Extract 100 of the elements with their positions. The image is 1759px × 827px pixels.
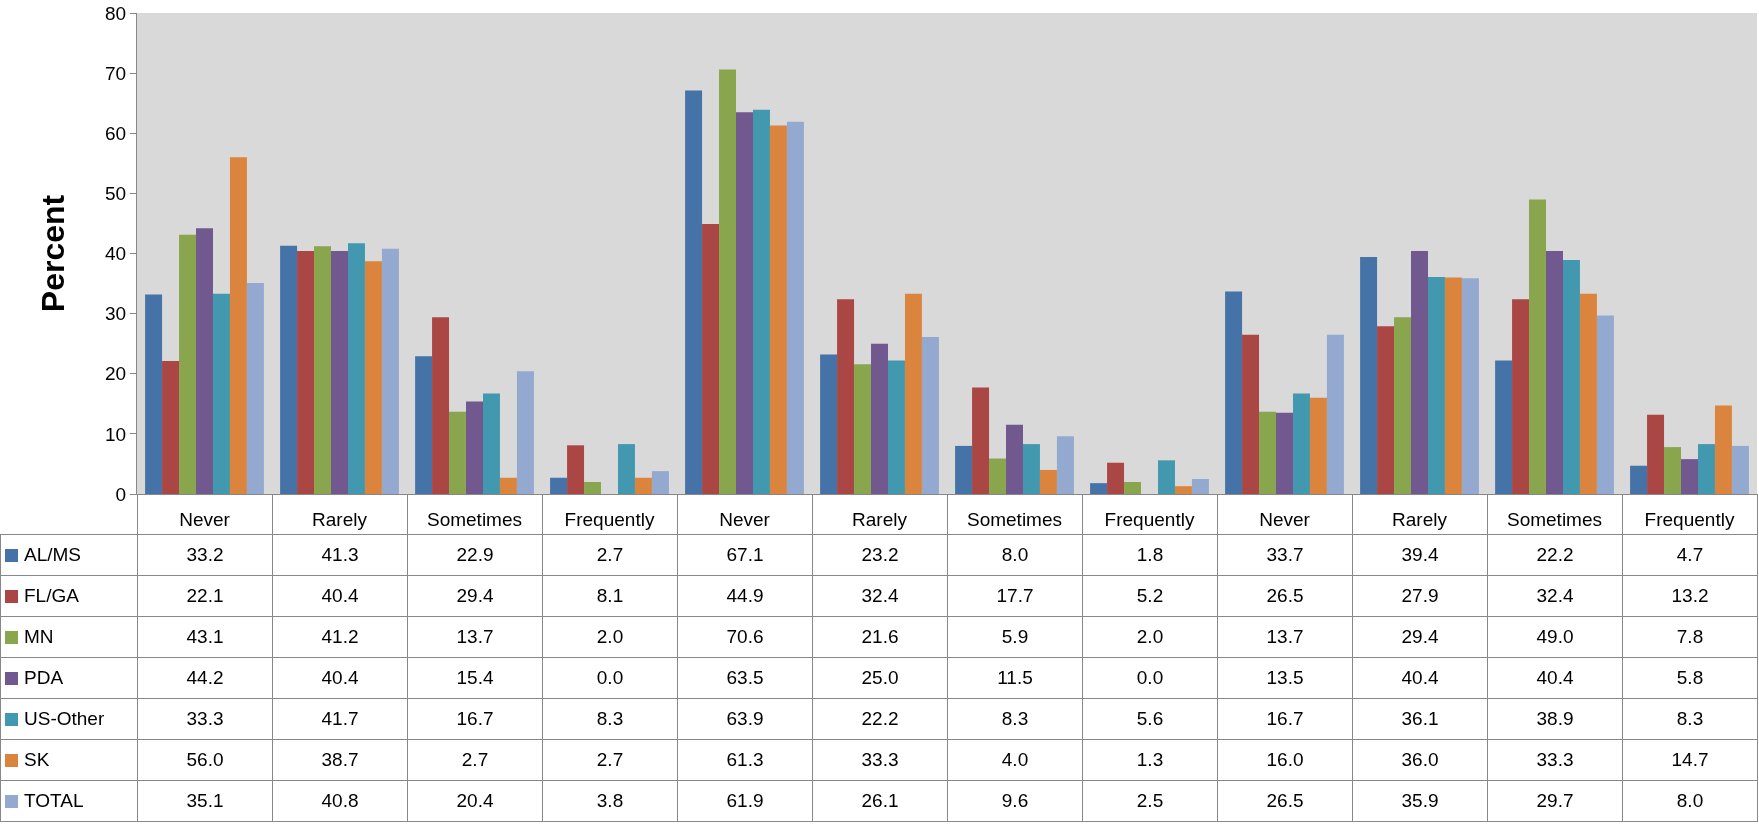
bar [1276,412,1293,494]
bar [466,401,483,494]
data-label: 44.9 [677,575,813,617]
data-label: 8.3 [542,698,678,740]
bar [1664,447,1682,494]
data-label: 4.0 [947,739,1083,781]
bar [1039,469,1057,494]
data-label: 1.8 [1082,534,1218,576]
bar [1394,317,1412,494]
y-tick-label: 50 [105,183,127,205]
legend-label: PDA [24,667,64,688]
data-label: 16.0 [1217,739,1353,781]
y-tick-label: 60 [105,122,127,144]
data-label: 5.9 [947,616,1083,658]
y-tick-label: 30 [105,303,127,325]
data-label: 33.3 [812,739,948,781]
bar [752,109,770,494]
bar [1647,414,1665,494]
bar [1124,481,1142,494]
bar [769,125,787,494]
data-label: 16.7 [407,698,543,740]
bar [1512,299,1530,494]
bar [921,337,939,494]
bar [904,293,922,494]
bar [1292,393,1310,494]
bar [1461,278,1479,494]
bar [1309,397,1327,494]
x-tick-label: Rarely [312,508,368,530]
bar [297,251,315,494]
bar [1731,445,1749,494]
data-label: 26.1 [812,780,948,822]
data-label: 36.0 [1352,739,1488,781]
bar [1090,483,1108,494]
data-label: 40.4 [1352,657,1488,699]
bar [786,121,804,494]
data-label: 0.0 [1082,657,1218,699]
data-label: 33.3 [137,698,273,740]
bar [1006,424,1023,494]
bar [1157,460,1175,494]
data-label: 2.7 [542,739,678,781]
data-label: 26.5 [1217,780,1353,822]
data-label: 29.4 [407,575,543,617]
legend-label: MN [24,626,54,647]
data-label: 3.8 [542,780,678,822]
bar [1191,478,1209,494]
data-label: 2.7 [542,534,678,576]
data-label: 11.5 [947,657,1083,699]
data-label: 38.9 [1487,698,1623,740]
data-label: 0.0 [542,657,678,699]
bar [1326,334,1344,494]
data-label: 35.9 [1352,780,1488,822]
data-label: 44.2 [137,657,273,699]
legend-label: TOTAL [24,790,84,811]
bar [449,411,467,494]
data-label: 7.8 [1622,616,1758,658]
bar [1596,315,1614,494]
bar [1225,291,1243,494]
x-tick-label: Frequently [1104,508,1195,530]
x-tick-label: Sometimes [1506,508,1603,530]
bar [584,481,602,494]
bar [1174,486,1192,494]
bar [381,248,399,494]
x-tick-label: Never [179,508,231,530]
data-label: 41.3 [272,534,408,576]
bar [280,245,298,494]
bar [1579,293,1597,494]
x-tick-label: Rarely [1392,508,1448,530]
data-label: 29.4 [1352,616,1488,658]
bar [685,90,703,494]
bar [314,246,332,494]
data-label: 41.7 [272,698,408,740]
data-label: 25.0 [812,657,948,699]
x-tick-label: Frequently [564,508,655,530]
data-label: 35.1 [137,780,273,822]
bar [887,360,905,494]
data-label: 23.2 [812,534,948,576]
bar [1681,459,1698,494]
y-tick-label: 70 [105,62,127,84]
data-label: 8.3 [1622,698,1758,740]
bar [719,69,737,494]
bar [1107,462,1125,494]
bar [989,458,1007,494]
bar [634,477,652,494]
bar [1495,360,1513,494]
data-label: 2.0 [542,616,678,658]
bar [516,371,534,494]
bar [1259,411,1277,494]
legend-label: US-Other [24,708,105,729]
data-label: 33.7 [1217,534,1353,576]
bar [1360,257,1378,494]
data-label: 39.4 [1352,534,1488,576]
data-label: 22.9 [407,534,543,576]
bar [1630,465,1648,494]
y-tick-label: 10 [105,423,127,445]
bar [871,343,888,494]
x-tick-label: Sometimes [426,508,523,530]
data-label: 33.3 [1487,739,1623,781]
data-label: 13.2 [1622,575,1758,617]
data-label: 20.4 [407,780,543,822]
x-tick-label: Rarely [852,508,908,530]
